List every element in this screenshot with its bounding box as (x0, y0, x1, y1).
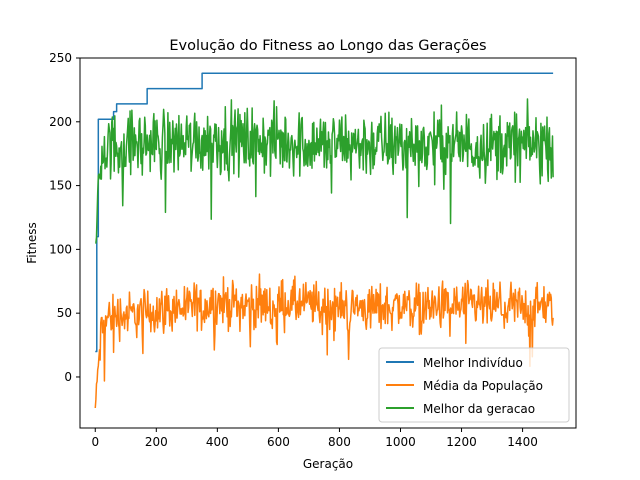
legend-label-melhor-individuo: Melhor Indivíduo (423, 356, 523, 370)
y-tick-label: 50 (57, 306, 72, 320)
y-tick-label: 200 (49, 115, 72, 129)
plot-area-frame (79, 57, 577, 429)
series-line-melhor-da-geracao (95, 98, 554, 244)
y-tick-label: 0 (64, 370, 72, 384)
series-line-media-da-populacao (94, 273, 554, 409)
x-tick-label: 1400 (507, 435, 538, 449)
y-tick-label: 150 (49, 179, 72, 193)
x-tick-label: 800 (328, 435, 351, 449)
legend-label-media-populacao: Média da População (423, 379, 543, 393)
x-tick-label: 1000 (385, 435, 416, 449)
legend-box (378, 347, 570, 423)
y-tick-label: 250 (49, 51, 72, 65)
x-tick-label: 0 (91, 435, 99, 449)
series-line-melhor-individuo (95, 72, 554, 353)
chart-title: Evolução do Fitness ao Longo das Geraçõe… (169, 38, 486, 54)
x-tick-label: 200 (145, 435, 168, 449)
ticks-layer: 0 200 400 600 800 1000 1200 1400 0 50 100 150 200 250 (49, 51, 538, 449)
y-tick-label: 100 (49, 242, 72, 256)
y-axis-label: Fitness (25, 222, 39, 264)
legend: Melhor Indivíduo Média da População Melh… (378, 347, 570, 423)
x-tick-label: 1200 (446, 435, 477, 449)
x-tick-label: 600 (267, 435, 290, 449)
x-axis-label: Geração (303, 457, 353, 471)
legend-label-melhor-geracao: Melhor da geracao (423, 402, 535, 416)
series-layer (94, 72, 554, 409)
x-tick-label: 400 (206, 435, 229, 449)
